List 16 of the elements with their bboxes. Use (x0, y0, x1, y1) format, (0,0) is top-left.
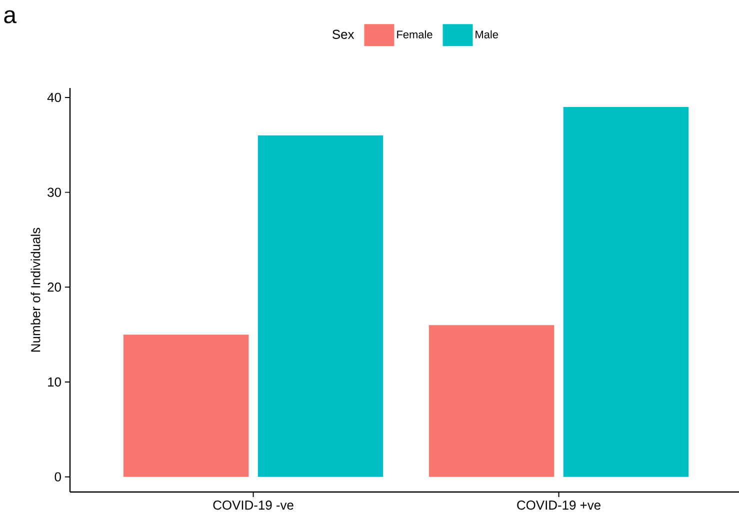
legend-label: Male (476, 30, 498, 38)
bar (563, 106, 689, 477)
y-tick-label: 30 (48, 188, 61, 197)
bar (428, 325, 554, 477)
legend-title: Sex (332, 30, 354, 39)
bar (123, 334, 249, 477)
legend-label: Female (397, 30, 432, 38)
y-axis-title: Number of Individuals (30, 228, 40, 352)
y-tick-label: 0 (54, 472, 61, 482)
bar (258, 135, 384, 477)
x-tick-label: COVID-19 +ve (517, 500, 600, 510)
y-tick-label: 40 (47, 92, 61, 102)
x-tick-label: COVID-19 -ve (213, 500, 294, 510)
text: a (4, 10, 16, 24)
y-tick-label: 10 (48, 377, 61, 387)
y-tick-label: 20 (48, 282, 61, 292)
